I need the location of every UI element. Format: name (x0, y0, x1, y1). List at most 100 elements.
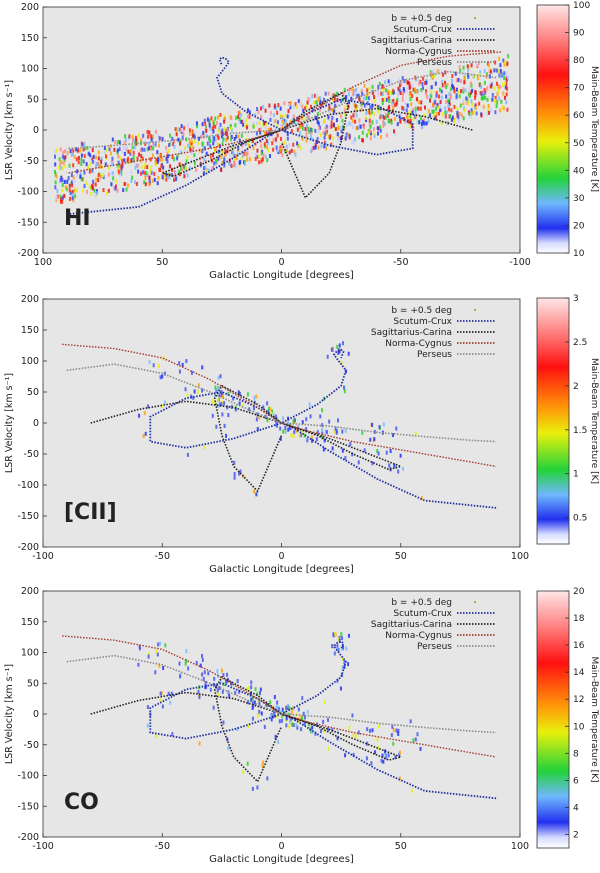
emission-point (245, 118, 248, 123)
emission-point (308, 129, 311, 134)
colorbar-tick-label: 2.5 (573, 338, 587, 348)
emission-point (132, 150, 135, 155)
emission-point (220, 168, 223, 173)
emission-point (367, 96, 370, 101)
emission-point (143, 139, 146, 144)
emission-point (144, 162, 147, 167)
emission-point (203, 157, 206, 162)
emission-point (384, 115, 387, 120)
emission-point (331, 446, 334, 451)
emission-point (289, 101, 292, 106)
emission-point (276, 714, 279, 719)
y-tick-label: 150 (21, 617, 39, 628)
emission-point (201, 141, 204, 146)
y-tick-label: 200 (21, 2, 39, 13)
emission-point (460, 79, 463, 84)
emission-point (220, 151, 223, 156)
emission-point (335, 118, 338, 123)
emission-point (228, 143, 231, 148)
emission-point (81, 142, 84, 147)
emission-point (385, 133, 388, 138)
emission-point (437, 111, 440, 116)
emission-point (292, 113, 295, 118)
emission-point (120, 165, 123, 170)
emission-point (325, 430, 328, 435)
emission-point (407, 116, 410, 121)
emission-point (110, 171, 113, 176)
colorbar-tick-label: 3 (573, 294, 579, 304)
y-tick-label: 0 (33, 125, 39, 136)
emission-point (305, 417, 308, 422)
emission-point (464, 88, 467, 93)
emission-point (373, 133, 376, 138)
emission-point (397, 86, 400, 91)
emission-point (429, 85, 432, 90)
emission-point (140, 164, 143, 169)
emission-point (107, 188, 110, 193)
emission-point (305, 127, 308, 132)
emission-point (422, 124, 425, 129)
emission-point (258, 121, 261, 126)
emission-point (263, 144, 266, 149)
emission-point (59, 194, 62, 199)
emission-point (110, 182, 113, 187)
emission-point (203, 670, 206, 675)
emission-point (506, 75, 509, 80)
emission-point (502, 91, 505, 96)
emission-point (284, 429, 287, 434)
emission-point (376, 737, 379, 742)
emission-point (305, 427, 308, 432)
emission-point (379, 125, 382, 130)
emission-point (159, 641, 162, 646)
emission-point (219, 374, 222, 379)
emission-point (242, 474, 245, 479)
emission-point (343, 125, 346, 130)
emission-point (386, 113, 389, 118)
emission-point (327, 727, 330, 732)
emission-point (211, 131, 214, 136)
legend-label: b = +0.5 deg (391, 598, 452, 608)
emission-point (360, 100, 363, 105)
emission-point (146, 705, 149, 710)
emission-point (202, 171, 205, 176)
emission-point (506, 61, 509, 66)
emission-point (279, 426, 282, 431)
emission-point (383, 115, 386, 120)
emission-point (201, 657, 204, 662)
emission-point (222, 160, 225, 165)
emission-point (315, 94, 318, 99)
emission-point (136, 163, 139, 168)
emission-point (424, 91, 427, 96)
emission-point (392, 99, 395, 104)
emission-point (267, 127, 270, 132)
emission-point (111, 171, 114, 176)
emission-point (83, 146, 86, 151)
emission-point (429, 98, 432, 103)
emission-point (285, 705, 288, 710)
emission-point (343, 660, 346, 665)
emission-point (368, 122, 371, 127)
emission-point (430, 89, 433, 94)
emission-point (246, 108, 249, 113)
emission-point (61, 195, 64, 200)
emission-point (247, 686, 250, 691)
emission-point (288, 143, 291, 148)
emission-point (246, 392, 249, 397)
emission-point (294, 152, 297, 157)
emission-point (467, 68, 470, 73)
emission-point (263, 724, 266, 729)
emission-point (63, 193, 66, 198)
emission-point (159, 375, 162, 380)
emission-point (123, 151, 126, 156)
emission-point (454, 71, 457, 76)
emission-point (351, 87, 354, 92)
emission-point (171, 155, 174, 160)
emission-point (59, 178, 62, 183)
emission-point (357, 730, 360, 735)
colorbar-gradient (536, 297, 570, 545)
emission-point (406, 80, 409, 85)
emission-point (288, 103, 291, 108)
emission-point (251, 138, 254, 143)
emission-point (434, 101, 437, 106)
emission-point (71, 189, 74, 194)
